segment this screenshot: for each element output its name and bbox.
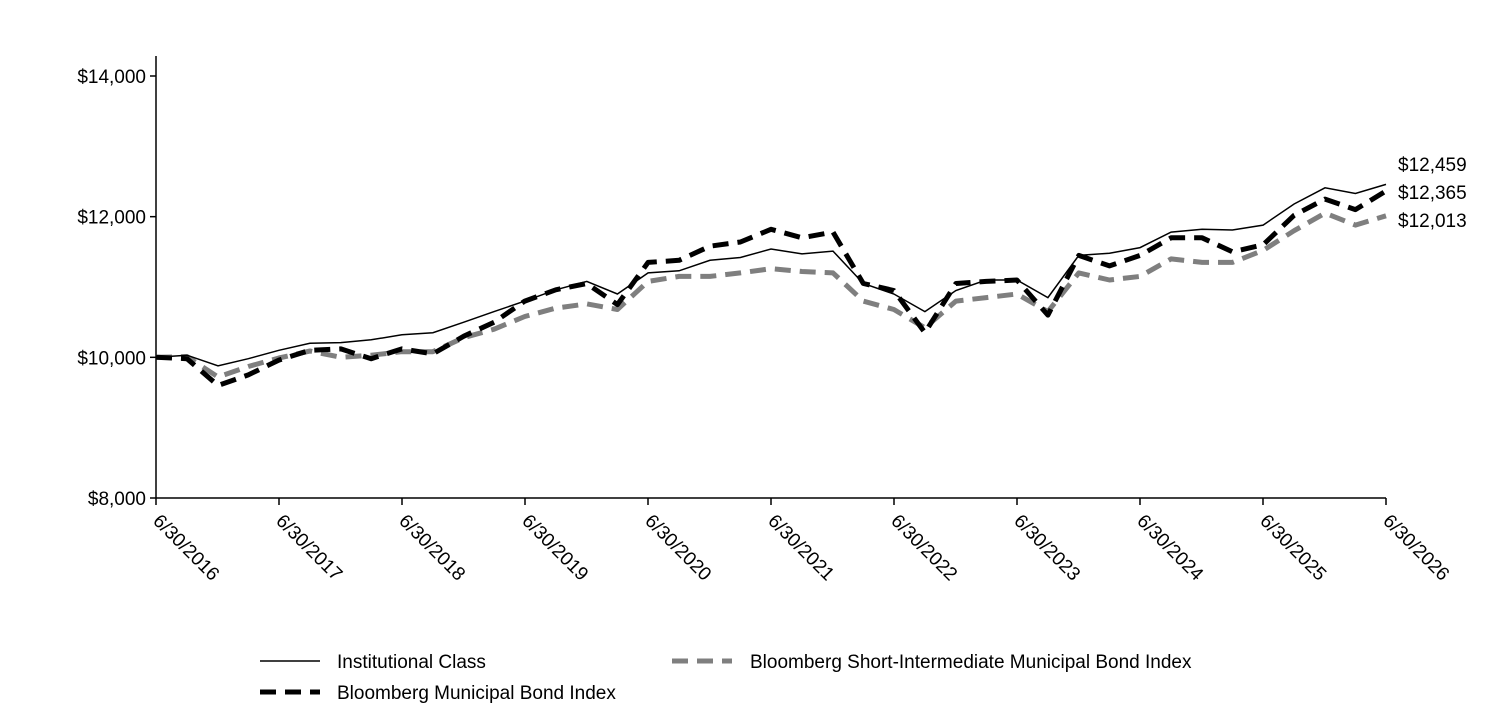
x-tick-label: 6/30/2021 (763, 511, 838, 586)
x-tick-label: 6/30/2023 (1009, 511, 1084, 586)
x-tick-label: 6/30/2022 (886, 511, 961, 586)
legend-label-1: Bloomberg Municipal Bond Index (337, 683, 616, 704)
end-value-labels: $12,459 $12,365 $12,013 (1398, 155, 1467, 232)
x-tick-label: 6/30/2024 (1132, 511, 1207, 586)
y-tick-label: $10,000 (77, 348, 146, 369)
y-axis: $8,000 $10,000 $12,000 $14,000 (77, 56, 157, 510)
series-line-0 (155, 183, 1387, 367)
x-tick-label: 6/30/2019 (517, 511, 592, 586)
x-tick-label: 6/30/2026 (1378, 511, 1453, 586)
y-tick-label: $12,000 (77, 208, 146, 229)
end-value-label: $12,365 (1398, 183, 1467, 204)
series-line-2 (155, 210, 1387, 380)
x-tick-label: 6/30/2025 (1255, 511, 1330, 586)
series-line-1 (155, 188, 1388, 388)
x-tick-label: 6/30/2020 (640, 511, 715, 586)
x-tick-label: 6/30/2018 (394, 511, 469, 586)
y-tick-label: $14,000 (77, 67, 146, 88)
legend-label-0: Institutional Class (337, 652, 486, 673)
series-layer (155, 183, 1388, 388)
legend: Institutional Class Bloomberg Municipal B… (260, 652, 1192, 704)
end-value-label: $12,013 (1398, 211, 1467, 232)
y-tick-label: $8,000 (88, 489, 146, 510)
end-value-label: $12,459 (1398, 155, 1467, 176)
x-tick-label: 6/30/2016 (148, 511, 223, 586)
x-tick-label: 6/30/2017 (271, 511, 346, 586)
legend-label-2: Bloomberg Short-Intermediate Municipal B… (750, 652, 1192, 673)
x-axis: 6/30/2016 6/30/2017 6/30/2018 6/30/2019 6/30… (148, 497, 1453, 586)
